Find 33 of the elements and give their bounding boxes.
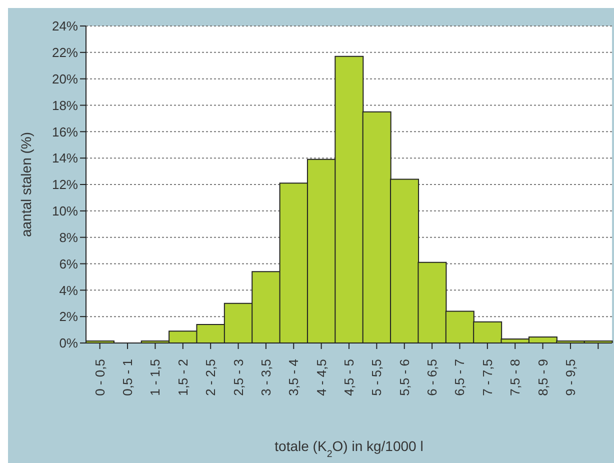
x-tick-label: 6,5 - 7 [452,359,468,396]
x-tick-label: 4 - 4,5 [314,359,329,396]
y-tick-label: 16% [52,124,78,140]
y-tick-label: 6% [59,256,78,272]
x-tick-label: 1 - 1,5 [148,359,163,396]
y-tick-label: 22% [52,45,78,60]
y-tick-label: 24% [52,18,78,34]
x-tick-label: 3 - 3,5 [258,359,274,396]
y-tick-label: 20% [52,71,78,86]
y-tick-label: 10% [52,204,78,219]
x-tick-label: 6 - 6,5 [424,359,440,396]
x-tick-label: 5,5 - 6 [396,359,412,396]
x-tick-label: 5 - 5,5 [369,359,384,396]
x-tick-label: 1,5 - 2 [175,359,190,396]
y-tick-label: 14% [52,150,78,166]
y-tick-label: 4% [59,282,78,298]
y-tick-label: 18% [52,98,78,113]
x-tick-label: 4,5 - 5 [342,359,356,396]
x-axis-title: totale (K$_{2}$O) in kg/1000 l [274,438,424,460]
y-tick-label: 8% [59,230,78,245]
y-tick-label: 12% [52,177,78,192]
y-axis-title: aantal stalen (%) [18,132,34,238]
x-tick-label: 0 - 0,5 [92,359,108,396]
x-tick-label: 0,5 - 1 [120,359,136,396]
x-tick-label: 7 - 7,5 [480,359,495,396]
y-tick-label: 2% [59,309,78,324]
x-tick-label: 9 - 9,5 [562,359,578,396]
x-tick-label: 8,5 - 9 [535,359,550,396]
x-tick-label: 2 - 2,5 [203,359,218,396]
x-tick-label: 3,5 - 4 [286,359,302,396]
y-tick-label: 0% [59,336,78,351]
x-tick-label: 7,5 - 8 [508,359,523,396]
x-tick-label: 2,5 - 3 [230,359,246,396]
